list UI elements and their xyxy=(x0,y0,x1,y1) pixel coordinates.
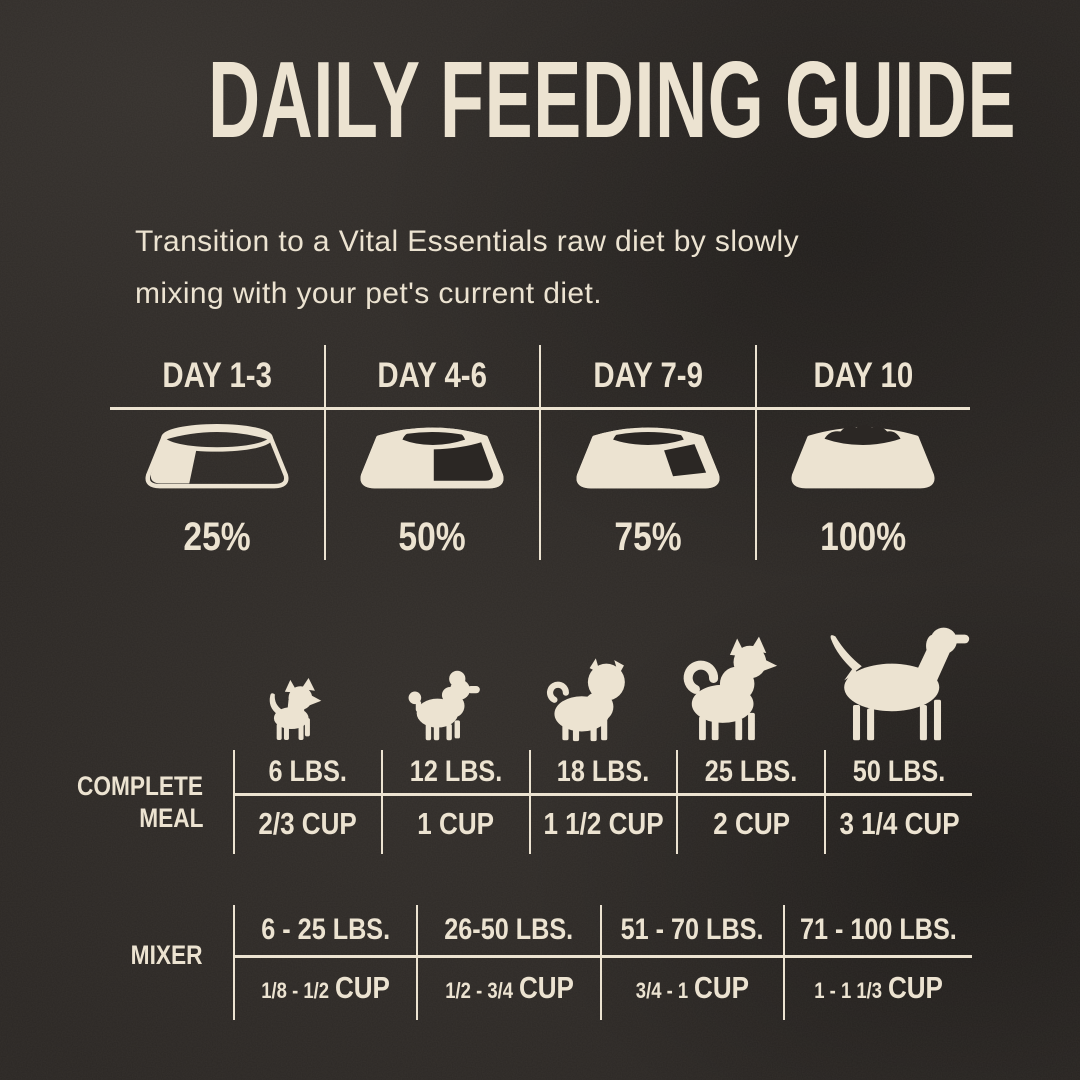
dog-poodle-icon xyxy=(375,668,517,742)
transition-header-divider xyxy=(110,407,970,410)
weight-label: 71 - 100 LBS. xyxy=(800,913,958,946)
day-range-header: DAY 10 xyxy=(813,356,914,395)
dog-pug-icon xyxy=(517,654,659,742)
complete-meal-columns: 6 LBS. 2/3 CUP 12 LBS. 1 CUP 18 LBS. 1 1… xyxy=(233,750,972,854)
weight-label: 18 LBS. xyxy=(557,754,650,788)
weight-label: 50 LBS. xyxy=(852,754,946,788)
subtitle-line-1: Transition to a Vital Essentials raw die… xyxy=(135,225,800,258)
complete-meal-col-25lbs: 25 LBS. 2 CUP xyxy=(676,750,824,854)
row-divider xyxy=(233,955,972,958)
dog-retriever-icon xyxy=(800,617,972,742)
dog-shiba-icon xyxy=(658,633,800,742)
weight-label: 12 LBS. xyxy=(409,754,502,788)
transition-column-day-10: DAY 10 100% xyxy=(754,345,971,560)
bowl-50-percent-icon xyxy=(356,407,508,515)
amount-label: 1/8 - 1/2 CUP xyxy=(261,969,391,1005)
amount-label: 1 CUP xyxy=(417,805,495,841)
fill-percent-label: 100% xyxy=(820,515,907,559)
complete-meal-col-6lbs: 6 LBS. 2/3 CUP xyxy=(233,750,381,854)
amount-label: 2 CUP xyxy=(712,805,790,841)
complete-meal-table: COMPLETE MEAL 6 LBS. 2/3 CUP 12 LBS. 1 C… xyxy=(76,750,972,854)
bowl-100-percent-icon xyxy=(787,407,939,515)
amount-label: 1/2 - 3/4 CUP xyxy=(444,969,574,1005)
mixer-col-6-25lbs: 6 - 25 LBS. 1/8 - 1/2 CUP xyxy=(233,905,416,1020)
complete-meal-col-12lbs: 12 LBS. 1 CUP xyxy=(380,750,529,854)
page-title: DAILY FEEDING GUIDE xyxy=(208,39,1017,161)
day-range-header: DAY 7-9 xyxy=(592,356,703,395)
subtitle-line-2: mixing with your pet's current diet. xyxy=(135,277,602,310)
amount-label: 2/3 CUP xyxy=(258,805,358,841)
day-range-header: DAY 1-3 xyxy=(161,356,272,395)
weight-label: 51 - 70 LBS. xyxy=(621,913,764,946)
complete-meal-col-50lbs: 50 LBS. 3 1/4 CUP xyxy=(824,750,972,854)
dog-size-row xyxy=(233,600,972,742)
transition-column-day-1-3: DAY 1-3 25% xyxy=(110,345,324,560)
transition-table: DAY 1-3 25% DAY 4-6 50% xyxy=(110,345,970,560)
transition-column-day-7-9: DAY 7-9 75% xyxy=(539,345,755,560)
fill-percent-label: 75% xyxy=(614,515,682,559)
row-divider xyxy=(233,793,972,796)
amount-label: 3 1/4 CUP xyxy=(839,805,960,841)
complete-meal-row-label: COMPLETE MEAL xyxy=(76,771,203,833)
bowl-75-percent-icon xyxy=(572,407,724,515)
day-range-header: DAY 4-6 xyxy=(377,356,488,395)
header: DAILY FEEDING GUIDE xyxy=(0,46,1080,155)
dog-chihuahua-icon xyxy=(233,676,375,742)
mixer-col-71-100lbs: 71 - 100 LBS. 1 - 1 1/3 CUP xyxy=(783,905,972,1020)
mixer-table: MIXER 6 - 25 LBS. 1/8 - 1/2 CUP 26-50 LBS… xyxy=(85,905,972,1020)
fill-percent-label: 25% xyxy=(183,515,251,559)
subtitle: Transition to a Vital Essentials raw die… xyxy=(135,216,799,320)
mixer-columns: 6 - 25 LBS. 1/8 - 1/2 CUP 26-50 LBS. 1/2 … xyxy=(233,905,972,1020)
mixer-col-26-50lbs: 26-50 LBS. 1/2 - 3/4 CUP xyxy=(416,905,599,1020)
mixer-row-label: MIXER xyxy=(131,939,203,970)
mixer-col-51-70lbs: 51 - 70 LBS. 3/4 - 1 CUP xyxy=(599,905,783,1020)
bowl-25-percent-icon xyxy=(141,407,293,515)
weight-label: 6 - 25 LBS. xyxy=(261,913,391,946)
weight-label: 6 LBS. xyxy=(268,754,348,788)
fill-percent-label: 50% xyxy=(398,515,466,559)
transition-column-day-4-6: DAY 4-6 50% xyxy=(323,345,540,560)
weight-label: 26-50 LBS. xyxy=(444,913,574,946)
amount-label: 1 - 1 1/3 CUP xyxy=(814,969,943,1005)
complete-meal-col-18lbs: 18 LBS. 1 1/2 CUP xyxy=(528,750,677,854)
weight-label: 25 LBS. xyxy=(705,754,798,788)
amount-label: 1 1/2 CUP xyxy=(543,805,664,841)
amount-label: 3/4 - 1 CUP xyxy=(635,969,750,1005)
